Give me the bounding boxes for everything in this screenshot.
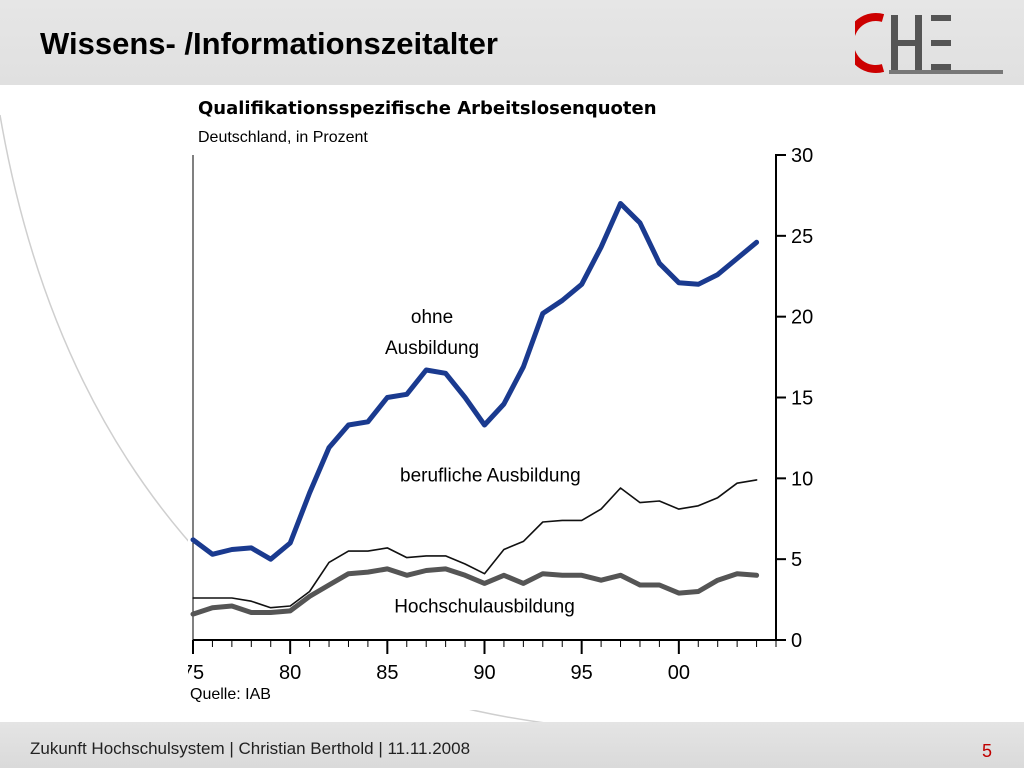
series-label-1: berufliche Ausbildung [400, 466, 581, 487]
chart-title: Qualifikationsspezifische Arbeitslosenqu… [198, 98, 657, 119]
logo-e-bottom [931, 64, 951, 70]
logo-h-right [915, 15, 922, 70]
page-number: 5 [981, 741, 992, 761]
series-line-1 [192, 479, 758, 609]
slide-header: Wissens- /Informationszeitalter [0, 0, 1024, 85]
y-tick-label: 0 [791, 630, 802, 652]
logo-c-shape [855, 13, 885, 73]
y-tick-label: 15 [791, 388, 813, 410]
logo-h-bar [891, 40, 921, 46]
series-label-2: Hochschulausbildung [394, 597, 575, 618]
series-label-0: Ausbildung [385, 338, 479, 359]
series-line-2 [190, 566, 760, 617]
logo-e-top [931, 15, 951, 21]
y-tick-label: 30 [791, 145, 813, 167]
chart-axes: 0 5 10 15 20 25 30 75 80 85 90 95 00 [188, 145, 813, 684]
chart-subtitle: Deutschland, in Prozent [198, 129, 368, 146]
series-label-0: ohne [411, 307, 453, 328]
x-tick-label: 80 [279, 662, 301, 684]
logo-e-mid [931, 40, 951, 46]
x-tick-label: 00 [668, 662, 690, 684]
slide-footer: Zukunft Hochschulsystem | Christian Bert… [0, 722, 1024, 768]
x-tick-label: 75 [188, 662, 204, 684]
y-tick-label: 5 [791, 549, 802, 571]
che-logo [855, 13, 1003, 74]
slide-title: Wissens- /Informationszeitalter [40, 26, 498, 61]
x-tick-label: 95 [571, 662, 593, 684]
x-tick-label: 90 [473, 662, 495, 684]
footer-text: Zukunft Hochschulsystem | Christian Bert… [30, 739, 471, 758]
unemployment-line-chart: 0 5 10 15 20 25 30 75 80 85 90 95 00 ohne Ausbildung b… [188, 92, 828, 710]
y-tick-label: 25 [791, 226, 813, 248]
chart-labels: ohne Ausbildung berufliche Ausbildung Hochs… [385, 307, 581, 617]
chart-lines [190, 201, 760, 617]
y-tick-label: 20 [791, 307, 813, 329]
x-tick-label: 85 [376, 662, 398, 684]
y-tick-label: 10 [791, 468, 813, 490]
logo-underline [889, 70, 1003, 74]
series-line-0 [190, 201, 760, 562]
chart-source: Quelle: IAB [190, 686, 271, 703]
